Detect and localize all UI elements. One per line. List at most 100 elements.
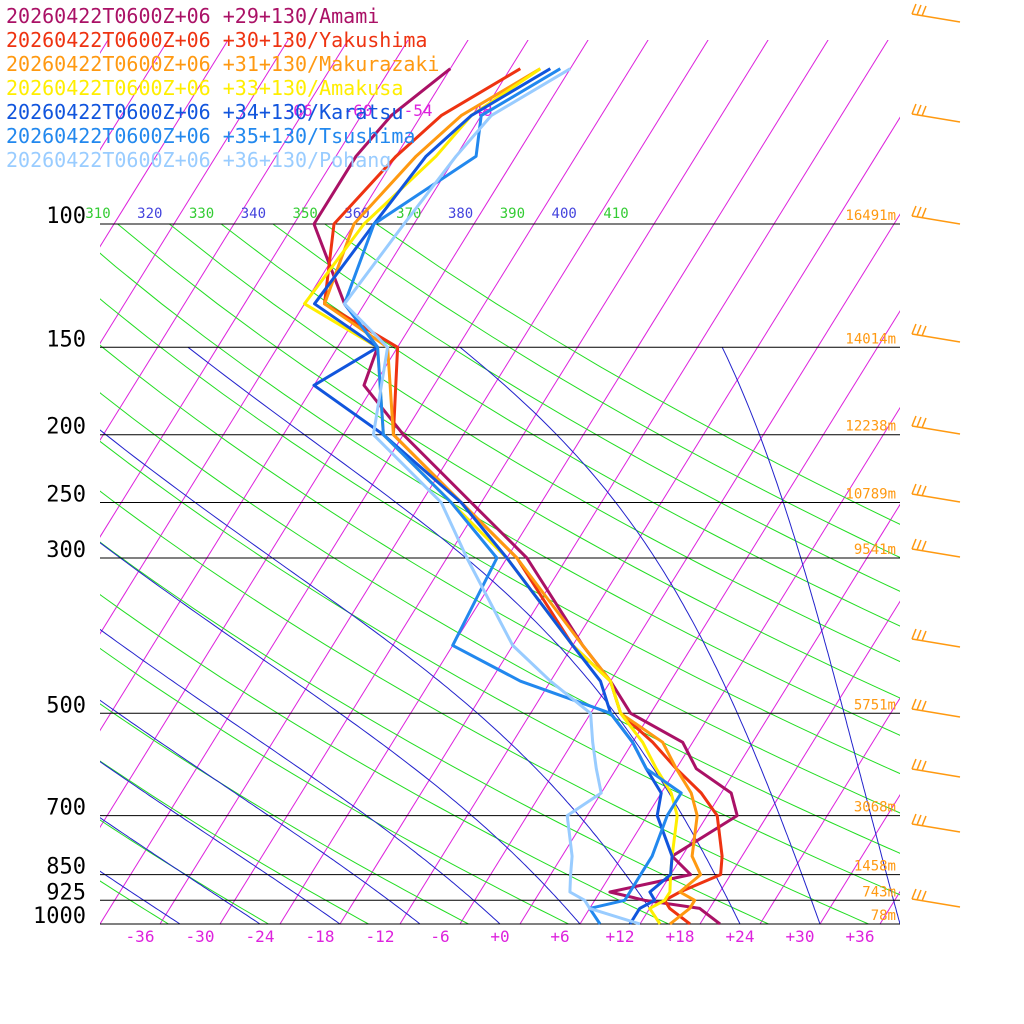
theta-label: 330: [189, 206, 214, 222]
dry-adiabat-line: [220, 223, 900, 627]
temperature-tick-label: -36: [126, 927, 155, 946]
temperature-tick-label: -6: [430, 927, 449, 946]
dry-adiabat-line: [100, 392, 900, 854]
dry-adiabat-line: [100, 541, 769, 925]
moist-adiabat-line: [100, 429, 661, 925]
isotherm-line: [100, 40, 229, 248]
dry-adiabat-line: [376, 223, 900, 525]
height-label: 743m: [862, 884, 896, 900]
sounding-trace: [323, 67, 703, 925]
wind-barb: [911, 628, 961, 648]
moist-adiabat-line: [100, 870, 181, 925]
moist-adiabat-line: [459, 346, 821, 925]
theta-label: 390: [500, 206, 525, 222]
wind-barb: [911, 483, 961, 503]
upper-temperature-label: -54: [404, 101, 433, 120]
wind-barb: [911, 323, 961, 343]
legend-entry: 20260422T0600Z+06 +35+130/Tsushima: [6, 124, 416, 148]
temperature-tick-label: +24: [726, 927, 755, 946]
isotherm-line: [519, 310, 900, 925]
upper-temperature-label: -60: [344, 101, 373, 120]
legend-entry: 20260422T0600Z+06 +33+130/Amakusa: [6, 76, 404, 100]
moist-adiabat-line: [100, 817, 261, 925]
height-label: 12238m: [845, 419, 896, 435]
height-label: 16491m: [845, 208, 896, 224]
legend-entry: 20260422T0600Z+06 +31+130/Makurazaki: [6, 52, 440, 76]
wind-barb: [911, 3, 961, 23]
sounding-trace: [323, 67, 724, 925]
pressure-tick-label: 200: [46, 415, 86, 440]
dry-adiabat-line: [169, 223, 900, 663]
isotherm-line: [819, 794, 900, 925]
isotherm-line: [100, 40, 649, 925]
height-label: 3068m: [854, 800, 896, 816]
temperature-tick-label: +6: [550, 927, 569, 946]
temperature-tick-label: -12: [366, 927, 395, 946]
pressure-tick-label: 150: [46, 327, 86, 352]
wind-barb: [911, 698, 961, 718]
isotherm-line: [399, 116, 900, 925]
sounding-traces: [303, 67, 739, 925]
moist-adiabat-lines: [100, 346, 900, 925]
wind-barb: [911, 758, 961, 778]
isotherm-line: [159, 40, 709, 925]
upper-temperature-label: -66: [284, 101, 313, 120]
legend-entry: 20260422T0600Z+06 +36+130/Pohang: [6, 148, 392, 172]
pressure-tick-label: 250: [46, 483, 86, 508]
pressure-tick-label: 1000: [33, 904, 86, 929]
height-label: 14014m: [845, 331, 896, 347]
isotherm-line: [100, 40, 289, 345]
isotherm-line: [579, 406, 900, 925]
moist-adiabat-line: [100, 761, 341, 925]
isotherm-line: [219, 40, 769, 925]
sounding-trace: [343, 67, 641, 925]
pressure-tick-label: 100: [46, 204, 86, 229]
moist-adiabat-line: [721, 347, 900, 925]
wind-barb: [911, 103, 961, 123]
theta-label: 410: [603, 206, 628, 222]
isotherm-line: [100, 40, 409, 538]
isotherm-lines: [0, 13, 900, 925]
dry-adiabat-line: [100, 252, 900, 736]
temperature-tick-label: +18: [666, 927, 695, 946]
legend-entry: 20260422T0600Z+06 +30+130/Yakushima: [6, 28, 428, 52]
wind-barb: [911, 538, 961, 558]
isotherm-line: [100, 40, 589, 829]
temperature-tick-label: +30: [786, 927, 815, 946]
moist-adiabat-line: [100, 628, 501, 925]
temperature-tick-label: +12: [606, 927, 635, 946]
dry-adiabat-lines: [100, 223, 900, 925]
sounding-trace: [303, 67, 679, 925]
isotherm-line: [0, 13, 5, 924]
isotherm-line: [759, 697, 900, 925]
height-label: 78m: [871, 908, 896, 924]
wind-barb: [911, 205, 961, 225]
moist-adiabat-line: [100, 699, 421, 925]
theta-label: 340: [241, 206, 266, 222]
sounding-trace: [312, 67, 674, 925]
theta-label: 380: [448, 206, 473, 222]
height-label: 10789m: [845, 487, 896, 503]
pressure-tick-label: 300: [46, 538, 86, 563]
dry-adiabat-line: [117, 223, 900, 699]
height-label: 9541m: [854, 542, 896, 558]
height-labels: 16491m 14014m 12238m 10789m 9541m 5751m 3068m 1…: [845, 208, 896, 924]
isotherm-line: [699, 600, 900, 925]
isotherm-line: [639, 503, 900, 925]
isotherm-line: [339, 40, 889, 925]
wind-barb: [911, 415, 961, 435]
wind-barbs: [911, 3, 961, 908]
moist-adiabat-line: [100, 542, 581, 925]
temperature-tick-label: -18: [306, 927, 335, 946]
pressure-tick-label: 700: [46, 796, 86, 821]
height-label: 5751m: [854, 697, 896, 713]
isotherm-line: [459, 213, 900, 925]
sounding-trace: [343, 67, 683, 925]
dry-adiabat-line: [100, 490, 869, 925]
isotherm-line: [100, 40, 349, 442]
legend-entry: 20260422T0600Z+06 +29+130/Amami: [6, 4, 380, 28]
isobar-lines: [100, 223, 900, 925]
theta-label: 350: [293, 206, 318, 222]
